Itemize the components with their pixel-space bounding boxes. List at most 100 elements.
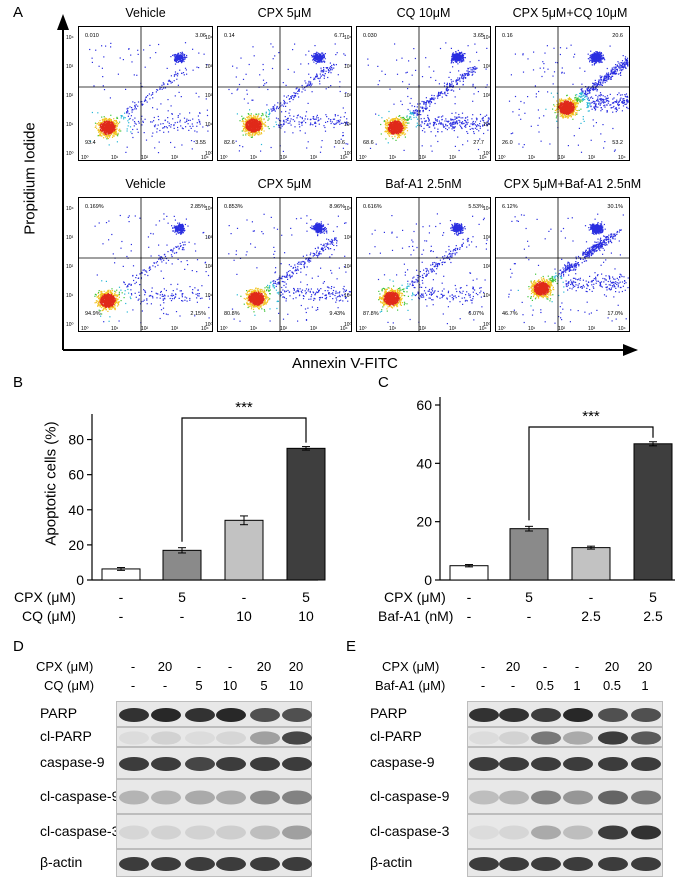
event-dot bbox=[444, 93, 446, 95]
event-dot bbox=[155, 91, 157, 93]
event-dot bbox=[316, 74, 318, 76]
event-dot bbox=[464, 74, 466, 76]
event-dot bbox=[319, 59, 321, 61]
event-dot bbox=[409, 113, 411, 115]
event-dot bbox=[314, 45, 316, 47]
event-dot bbox=[245, 123, 248, 125]
event-dot bbox=[259, 74, 261, 76]
event-dot bbox=[339, 90, 341, 93]
event-dot bbox=[449, 84, 451, 86]
panel-a-axes bbox=[57, 14, 638, 356]
event-dot bbox=[484, 115, 486, 117]
event-dot bbox=[393, 125, 395, 127]
event-dot bbox=[132, 128, 134, 131]
event-dot bbox=[160, 86, 162, 88]
event-dot bbox=[194, 130, 196, 132]
event-dot bbox=[394, 121, 396, 123]
event-dot bbox=[556, 106, 558, 108]
event-dot bbox=[265, 112, 267, 114]
event-dot bbox=[461, 73, 463, 75]
event-dot bbox=[420, 118, 422, 120]
event-dot bbox=[401, 123, 403, 125]
event-dot bbox=[409, 102, 411, 104]
event-dot bbox=[339, 81, 341, 83]
event-dot bbox=[400, 132, 402, 134]
event-dot bbox=[456, 117, 458, 119]
event-dot bbox=[109, 97, 111, 99]
event-dot bbox=[112, 120, 114, 122]
event-dot bbox=[469, 128, 471, 130]
event-dot bbox=[487, 129, 489, 131]
event-dot bbox=[398, 122, 400, 124]
event-dot bbox=[325, 88, 327, 90]
event-dot bbox=[334, 123, 336, 125]
event-dot bbox=[446, 125, 449, 127]
event-dot bbox=[256, 116, 259, 118]
event-dot bbox=[103, 123, 105, 125]
event-dot bbox=[156, 89, 158, 91]
event-dot bbox=[415, 126, 417, 128]
event-dot bbox=[156, 131, 158, 133]
event-dot bbox=[273, 107, 275, 110]
event-dot bbox=[177, 73, 179, 75]
event-dot bbox=[245, 132, 247, 135]
event-dot bbox=[278, 119, 281, 121]
event-dot bbox=[253, 123, 255, 126]
event-dot bbox=[102, 126, 104, 128]
event-dot bbox=[244, 119, 247, 121]
event-dot bbox=[464, 125, 466, 128]
event-dot bbox=[126, 112, 128, 114]
event-dot bbox=[264, 121, 266, 123]
event-dot bbox=[289, 109, 291, 111]
event-dot bbox=[318, 58, 320, 60]
event-dot bbox=[175, 74, 177, 76]
event-dot bbox=[168, 79, 170, 81]
event-dot bbox=[422, 106, 424, 108]
event-dot bbox=[184, 56, 186, 58]
event-dot bbox=[106, 125, 109, 127]
event-dot bbox=[127, 107, 129, 109]
event-dot bbox=[142, 120, 144, 122]
event-dot bbox=[299, 130, 301, 132]
event-dot bbox=[252, 46, 254, 48]
event-dot bbox=[105, 123, 108, 125]
event-dot bbox=[486, 114, 488, 116]
event-dot bbox=[144, 66, 146, 68]
event-dot bbox=[259, 126, 261, 128]
event-dot bbox=[375, 113, 377, 115]
event-dot bbox=[130, 115, 132, 117]
event-dot bbox=[399, 120, 401, 122]
event-dot bbox=[454, 56, 456, 58]
event-dot bbox=[451, 89, 453, 91]
event-dot bbox=[205, 98, 207, 100]
event-dot bbox=[179, 121, 181, 123]
event-dot bbox=[103, 137, 105, 139]
event-dot bbox=[608, 78, 610, 80]
event-dot bbox=[386, 129, 388, 131]
event-dot bbox=[323, 54, 325, 56]
event-dot bbox=[159, 88, 161, 90]
event-dot bbox=[243, 125, 245, 127]
event-dot bbox=[174, 95, 176, 97]
event-dot bbox=[257, 125, 259, 127]
event-dot bbox=[459, 52, 461, 54]
event-dot bbox=[265, 125, 267, 127]
event-dot bbox=[106, 132, 108, 134]
event-dot bbox=[453, 58, 456, 61]
event-dot bbox=[398, 115, 400, 117]
event-dot bbox=[574, 105, 576, 107]
event-dot bbox=[101, 121, 103, 124]
event-dot bbox=[330, 122, 332, 125]
event-dot bbox=[182, 56, 184, 59]
event-dot bbox=[435, 123, 437, 125]
event-dot bbox=[392, 119, 394, 121]
event-dot bbox=[401, 57, 403, 59]
event-dot bbox=[103, 122, 105, 124]
event-dot bbox=[451, 85, 453, 87]
event-dot bbox=[246, 93, 248, 95]
event-dot bbox=[423, 103, 425, 105]
event-dot bbox=[453, 55, 456, 57]
event-dot bbox=[107, 128, 109, 130]
event-dot bbox=[403, 134, 405, 136]
event-dot bbox=[428, 126, 430, 128]
